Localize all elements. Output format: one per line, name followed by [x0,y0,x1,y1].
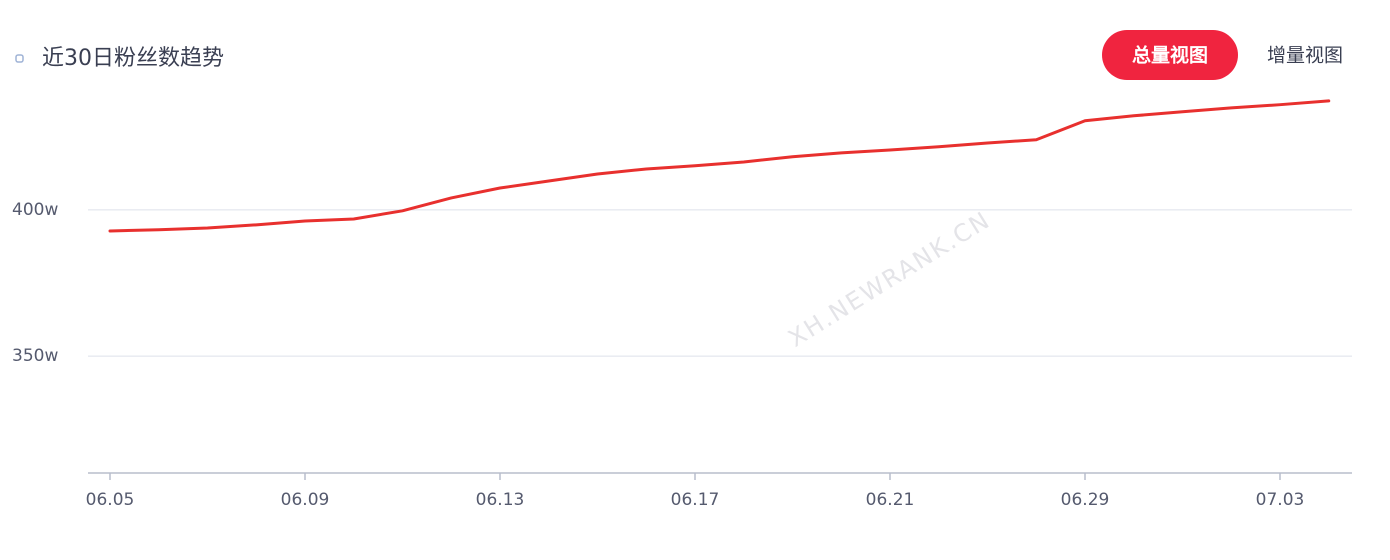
y-tick-label: 400w [12,200,58,220]
x-tick-label: 06.13 [476,490,525,510]
series-line [108,99,1331,233]
x-tick-label: 06.05 [86,490,135,510]
x-tick-label: 07.03 [1256,490,1305,510]
x-tick-label: 06.29 [1061,490,1110,510]
watermark: XH.NEWRANK.CN [783,206,995,353]
title-icon [15,54,24,63]
x-tick-label: 06.21 [866,490,915,510]
increment-view-label[interactable]: 增量视图 [1267,45,1343,67]
chart-title: 近30日粉丝数趋势 [42,46,224,71]
x-tick-label: 06.09 [281,490,330,510]
total-view-label[interactable]: 总量视图 [1132,44,1208,67]
x-tick-label: 06.17 [671,490,720,510]
plot: 350w 400w 06.05 06.09 06.13 06.17 06.21 06.29 07… [12,99,1352,510]
total-view-button[interactable] [1102,30,1238,80]
y-tick-label: 350w [12,346,58,366]
